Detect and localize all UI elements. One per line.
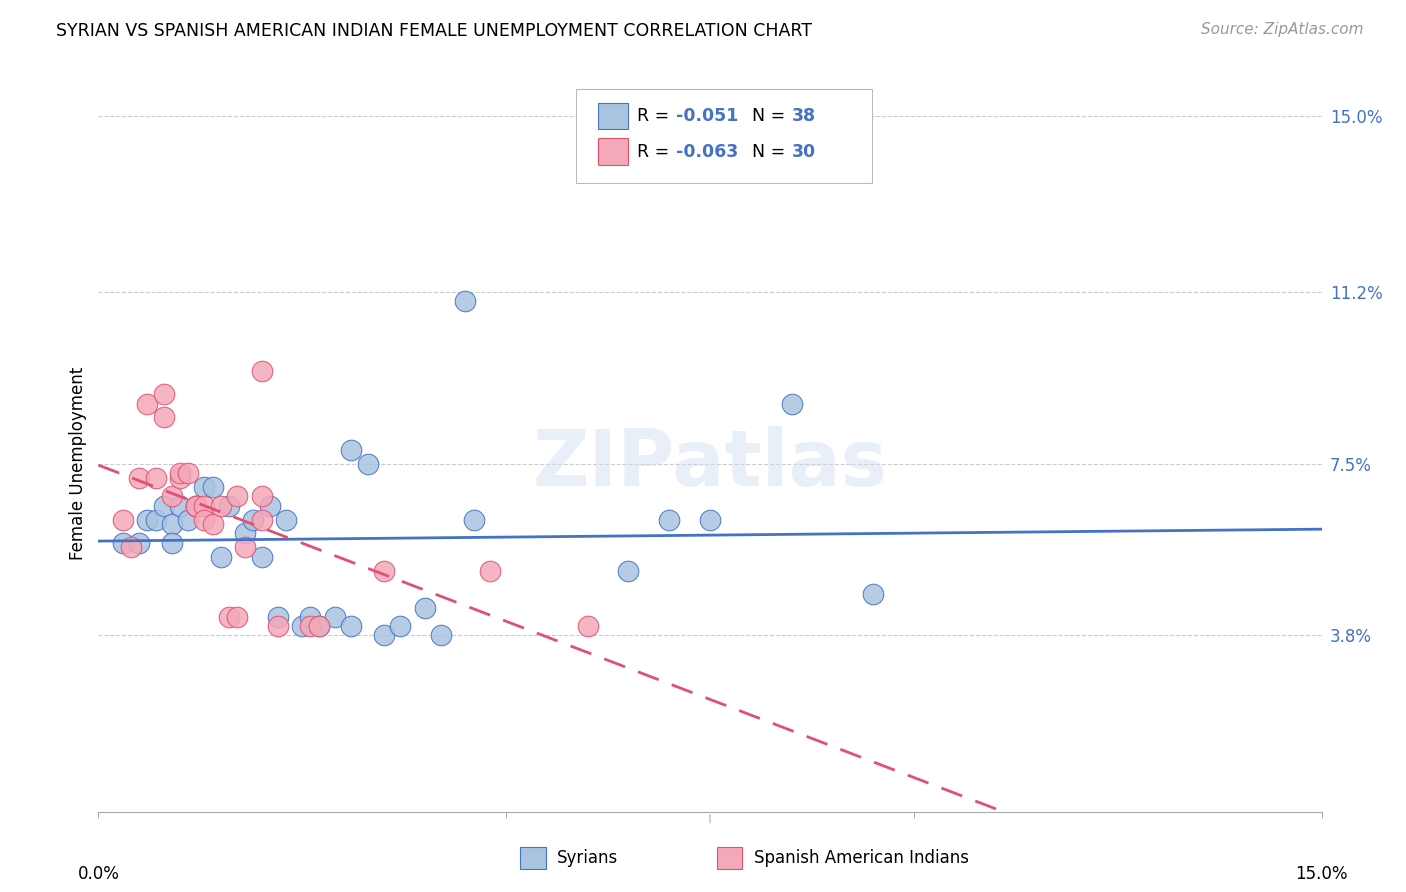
Point (340, 619, 363, 633)
Point (308, 619, 330, 633)
Point (226, 489, 249, 503)
Point (186, 499, 208, 513)
Point (413, 600, 436, 615)
Point (233, 541, 256, 555)
Point (454, 294, 477, 309)
Point (218, 499, 240, 513)
Point (152, 499, 174, 513)
Point (209, 499, 232, 513)
Point (136, 396, 159, 410)
Point (340, 442, 363, 457)
Point (152, 387, 174, 401)
Text: SYRIAN VS SPANISH AMERICAN INDIAN FEMALE UNEMPLOYMENT CORRELATION CHART: SYRIAN VS SPANISH AMERICAN INDIAN FEMALE… (56, 22, 813, 40)
Point (617, 564, 640, 578)
Point (209, 549, 232, 564)
Point (128, 471, 150, 485)
Point (193, 499, 215, 513)
Text: 30: 30 (792, 143, 815, 161)
Point (259, 499, 281, 513)
Text: N =: N = (752, 143, 792, 161)
Text: Source: ZipAtlas.com: Source: ZipAtlas.com (1201, 22, 1364, 37)
Text: N =: N = (752, 107, 792, 125)
Point (478, 564, 501, 578)
Point (356, 457, 378, 471)
Point (160, 489, 183, 503)
Text: -0.051: -0.051 (676, 107, 738, 125)
Point (389, 619, 412, 633)
Point (136, 512, 159, 526)
Text: Spanish American Indians: Spanish American Indians (754, 849, 969, 867)
Point (160, 535, 183, 549)
Point (152, 410, 174, 425)
Point (267, 610, 290, 624)
Point (145, 512, 167, 526)
Point (169, 499, 191, 513)
Point (373, 628, 395, 642)
Text: R =: R = (637, 107, 675, 125)
Point (186, 499, 208, 513)
Point (780, 396, 803, 410)
Point (274, 512, 297, 526)
Point (120, 541, 142, 555)
Point (160, 517, 183, 532)
Point (145, 471, 167, 485)
Point (111, 512, 134, 526)
Point (218, 610, 240, 624)
Point (250, 489, 273, 503)
Point (177, 512, 200, 526)
Point (291, 619, 314, 633)
Point (250, 512, 273, 526)
Text: 0.0%: 0.0% (77, 865, 120, 883)
Point (430, 628, 453, 642)
Point (299, 619, 322, 633)
Text: ZIPatlas: ZIPatlas (533, 425, 887, 502)
Y-axis label: Female Unemployment: Female Unemployment (69, 368, 87, 560)
Point (111, 535, 134, 549)
Point (242, 512, 264, 526)
Point (233, 526, 256, 541)
Point (169, 466, 191, 480)
Point (862, 587, 884, 601)
Point (128, 535, 150, 549)
Text: Syrians: Syrians (557, 849, 619, 867)
Point (267, 619, 290, 633)
Point (169, 471, 191, 485)
Point (250, 549, 273, 564)
Point (193, 512, 215, 526)
Text: R =: R = (637, 143, 675, 161)
Point (323, 610, 346, 624)
Point (177, 466, 200, 480)
Point (201, 517, 224, 532)
Point (186, 499, 208, 513)
Text: -0.063: -0.063 (676, 143, 738, 161)
Point (373, 564, 395, 578)
Text: 15.0%: 15.0% (1295, 865, 1348, 883)
Point (463, 512, 485, 526)
Point (250, 364, 273, 378)
Point (308, 619, 330, 633)
Text: 38: 38 (792, 107, 815, 125)
Point (201, 480, 224, 494)
Point (699, 512, 721, 526)
Point (658, 512, 681, 526)
Point (299, 610, 322, 624)
Point (226, 610, 249, 624)
Point (576, 619, 599, 633)
Point (193, 480, 215, 494)
